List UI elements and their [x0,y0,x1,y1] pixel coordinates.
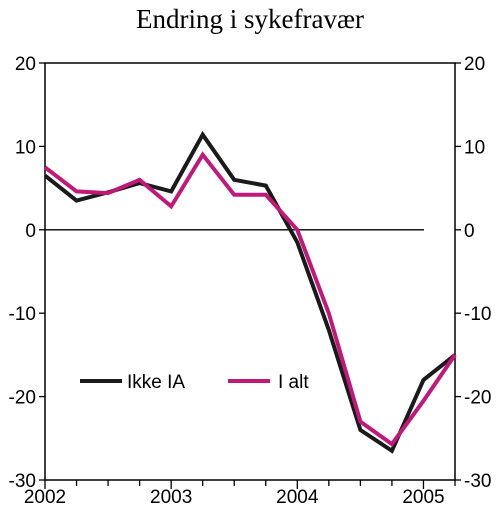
y-tick-label-right: 10 [464,137,485,158]
x-tick-label: 2003 [150,487,192,508]
y-tick-label-left: -30 [9,471,36,492]
series-line-1 [43,130,457,454]
y-tick-label-right: -20 [464,388,491,409]
x-tick-label: 2004 [276,487,319,508]
y-tick-label-left: -10 [9,304,36,325]
legend-label-1: Ikke IA [127,372,185,393]
chart-title: Endring i sykefravær [136,4,364,34]
y-tick-label-right: 0 [464,221,475,242]
y-tick-label-left: 10 [15,137,36,158]
y-tick-label-left: 0 [25,221,36,242]
y-tick-label-right: -10 [464,304,491,325]
y-tick-label-right: -30 [464,471,491,492]
x-tick-label: 2002 [24,487,66,508]
x-tick-label: 2005 [402,487,444,508]
y-tick-label-left: 20 [15,54,36,75]
y-tick-label-left: -20 [9,388,36,409]
legend-label-2: I alt [278,372,309,393]
series-line-2 [43,151,457,447]
y-tick-label-right: 20 [464,54,485,75]
plot-frame [44,62,456,481]
